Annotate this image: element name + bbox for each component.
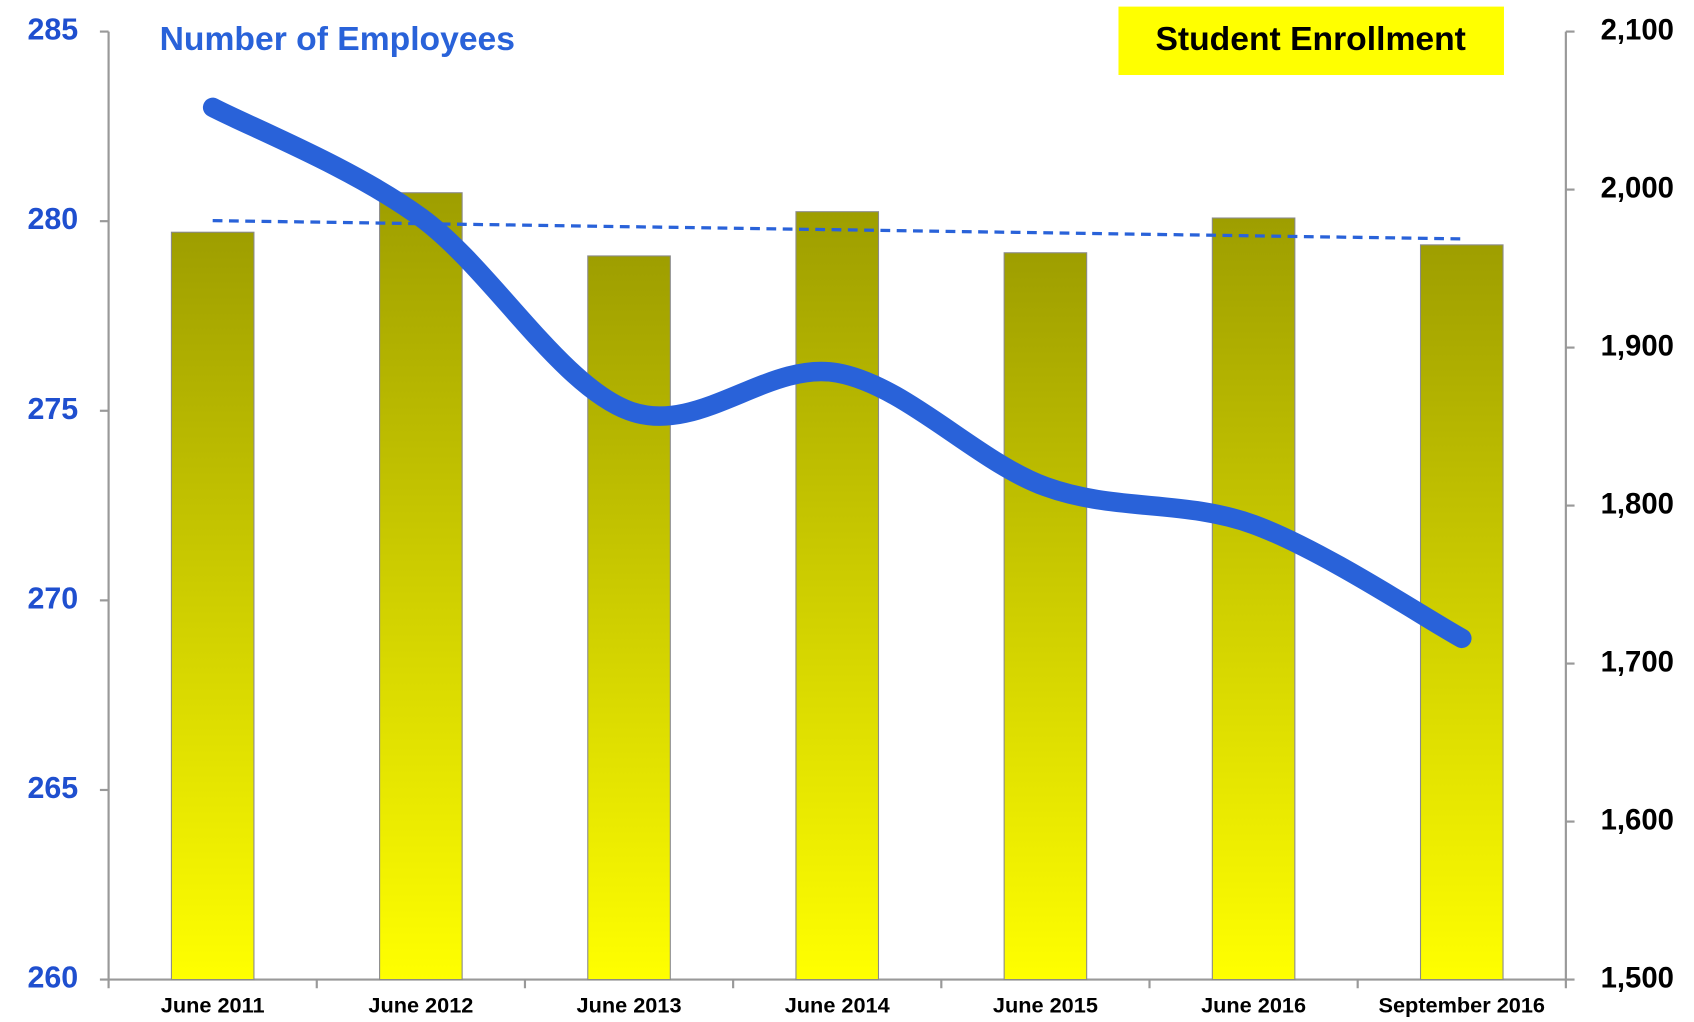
bar xyxy=(379,192,463,981)
x-tick-label: June 2012 xyxy=(368,992,473,1017)
y2-tick-label: 1,800 xyxy=(1601,487,1674,520)
x-tick-label: June 2016 xyxy=(1201,992,1306,1017)
x-tick-label: June 2013 xyxy=(577,992,682,1017)
y2-tick-label: 1,700 xyxy=(1601,645,1674,678)
legend-label: Number of Employees xyxy=(160,21,515,58)
y2-tick-label: 1,600 xyxy=(1601,803,1674,836)
y2-tick-label: 1,900 xyxy=(1601,329,1674,362)
bar xyxy=(587,255,671,981)
y-tick-label: 275 xyxy=(27,392,78,426)
x-tick-label: June 2015 xyxy=(993,992,1098,1017)
trendline xyxy=(212,218,1462,241)
y-tick-label: 280 xyxy=(27,202,78,236)
y-tick-label: 270 xyxy=(27,581,78,615)
legend-box xyxy=(1118,6,1504,76)
y2-tick-label: 2,000 xyxy=(1601,171,1674,204)
y-tick-label: 260 xyxy=(27,961,78,995)
y2-tick-label: 1,500 xyxy=(1601,961,1674,994)
x-tick-label: June 2011 xyxy=(161,992,265,1017)
y-tick-label: 285 xyxy=(27,13,78,47)
y2-tick-label: 2,100 xyxy=(1601,13,1674,46)
x-tick-label: June 2014 xyxy=(785,992,890,1017)
bar xyxy=(1211,217,1296,981)
bar xyxy=(795,211,880,981)
bar xyxy=(1003,252,1088,981)
bar xyxy=(170,231,255,981)
line xyxy=(202,97,1472,649)
x-tick-label: September 2016 xyxy=(1379,992,1545,1017)
y-tick-label: 265 xyxy=(27,771,78,805)
legend-label: Student Enrollment xyxy=(1155,21,1465,58)
